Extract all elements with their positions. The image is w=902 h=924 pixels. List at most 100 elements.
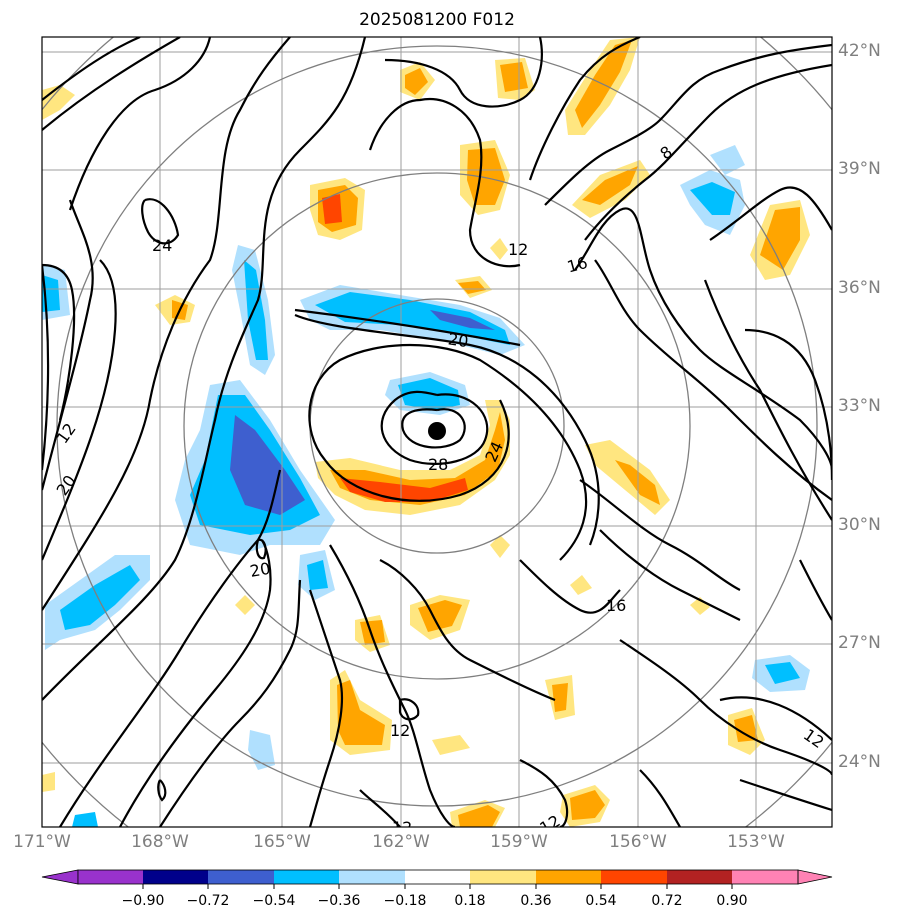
contour-south-2 <box>329 544 456 827</box>
colorbar-bin <box>208 870 274 884</box>
contour-south-3 <box>308 589 344 827</box>
contour-label: 12 <box>392 818 412 837</box>
colorbar-tick-label: −0.72 <box>186 893 230 909</box>
colorbar-tick-label: 0.54 <box>585 893 617 909</box>
lon-tick-label: 156°W <box>609 832 667 852</box>
contour-label: 16 <box>606 596 626 615</box>
contour-storm-outer <box>294 313 600 546</box>
shade-pos-dot5 <box>690 597 710 615</box>
contour-west-3 <box>68 37 212 211</box>
lon-tick-label: 168°W <box>131 832 189 852</box>
colorbar-bin <box>732 870 798 884</box>
contour-se-1 <box>579 479 741 591</box>
shade-pos-dot1 <box>490 535 510 558</box>
contour-west-2 <box>42 37 181 131</box>
colorbar <box>41 869 833 889</box>
contour-west-8 <box>59 469 282 827</box>
contour-se-6 <box>739 778 832 812</box>
colorbar-extend-high <box>797 869 833 885</box>
contour-label: 28 <box>428 455 448 474</box>
contour-south-5 <box>519 759 569 827</box>
colorbar-frame <box>77 869 799 885</box>
contour-se-7 <box>639 769 681 827</box>
colorbar-tick-label: 0.90 <box>716 893 748 909</box>
shade-pos-spiral-core <box>340 478 468 502</box>
contour-west-11 <box>42 263 76 471</box>
shade-pos-n2-mid <box>467 148 505 205</box>
shade-neg-s-core <box>307 560 328 590</box>
shade-pos-se2-mid <box>552 683 568 712</box>
shade-neg-ne-core <box>690 182 735 215</box>
contour-20-north <box>294 308 521 347</box>
contour-se-4 <box>619 639 832 776</box>
shade-neg-strip-core <box>244 260 268 360</box>
contour-20-sw <box>255 538 267 560</box>
contour-16 <box>574 207 832 471</box>
positive-shading <box>42 37 810 827</box>
shade-pos-mid1 <box>432 735 470 755</box>
map-title: 2025081200 F012 <box>359 10 515 30</box>
contour-south-1 <box>379 559 556 702</box>
lon-tick-label: 165°W <box>253 832 311 852</box>
contour-label: 12 <box>508 240 528 259</box>
shade-pos-se4-mid <box>734 715 758 742</box>
range-ring-2 <box>183 172 691 680</box>
lon-tick-label: 159°W <box>490 832 548 852</box>
shade-pos-dot3 <box>235 595 255 615</box>
shade-neg-west-core <box>230 415 305 515</box>
contour-west-10 <box>159 579 302 827</box>
contour-lines <box>42 37 832 827</box>
shade-neg-bottom <box>72 812 98 827</box>
colorbar-tick-label: −0.90 <box>121 893 165 909</box>
contour-sw-small <box>157 779 167 802</box>
lat-tick-label: 27°N <box>838 633 881 653</box>
contour-north-3 <box>528 37 641 181</box>
contour-north-4 <box>544 43 832 206</box>
contour-south-4 <box>359 789 401 827</box>
shade-pos-dot4 <box>490 238 508 260</box>
shade-pos-n3-mid <box>500 62 528 92</box>
map-frame <box>41 36 833 828</box>
contour-west-9 <box>119 539 272 827</box>
shade-pos-tl2-mid <box>405 68 428 95</box>
shade-neg-sw-core <box>60 565 140 630</box>
lon-tick-label: 162°W <box>372 832 430 852</box>
contour-se-2 <box>599 529 741 621</box>
colorbar-bin <box>339 870 405 884</box>
contour-label: 20 <box>248 559 271 581</box>
colorbar-extend-low <box>41 869 79 885</box>
contour-storm-inner <box>401 408 466 449</box>
lat-tick-label: 33°N <box>838 396 881 416</box>
shade-neg-e-core <box>765 662 800 684</box>
lon-tick-label: 153°W <box>727 832 785 852</box>
shade-pos-s2-mid <box>337 680 385 745</box>
colorbar-tick-label: −0.18 <box>383 893 427 909</box>
contour-east-5 <box>799 559 832 621</box>
contour-8 <box>584 63 832 241</box>
colorbar-bin <box>601 870 667 884</box>
colorbar-tick-label: −0.36 <box>317 893 361 909</box>
contour-west-5 <box>42 259 117 561</box>
colorbar-tick-label: 0.18 <box>454 893 486 909</box>
storm-center-dot <box>428 422 446 440</box>
shade-pos-dot6 <box>42 772 55 792</box>
contour-storm-ring2 <box>380 390 489 465</box>
shade-pos-n1-core <box>322 194 342 224</box>
lat-tick-label: 24°N <box>838 752 881 772</box>
shade-pos-e-mid <box>760 207 800 270</box>
shade-neg-band-core <box>430 310 495 330</box>
contour-west-1 <box>42 37 141 101</box>
colorbar-bin <box>536 870 601 884</box>
contour-west-7 <box>42 37 367 701</box>
colorbar-ticks <box>142 884 733 889</box>
shade-neg-band-mid <box>315 292 510 345</box>
colorbar-bin <box>143 870 208 884</box>
contour-east-3 <box>703 279 832 521</box>
shade-pos-ne-mid <box>582 166 638 205</box>
contour-north-2 <box>384 37 543 108</box>
lat-tick-label: 42°N <box>838 41 881 61</box>
shade-neg-ne2 <box>710 145 745 175</box>
lon-tick-label: 171°W <box>13 832 71 852</box>
colorbar-bin <box>274 870 339 884</box>
